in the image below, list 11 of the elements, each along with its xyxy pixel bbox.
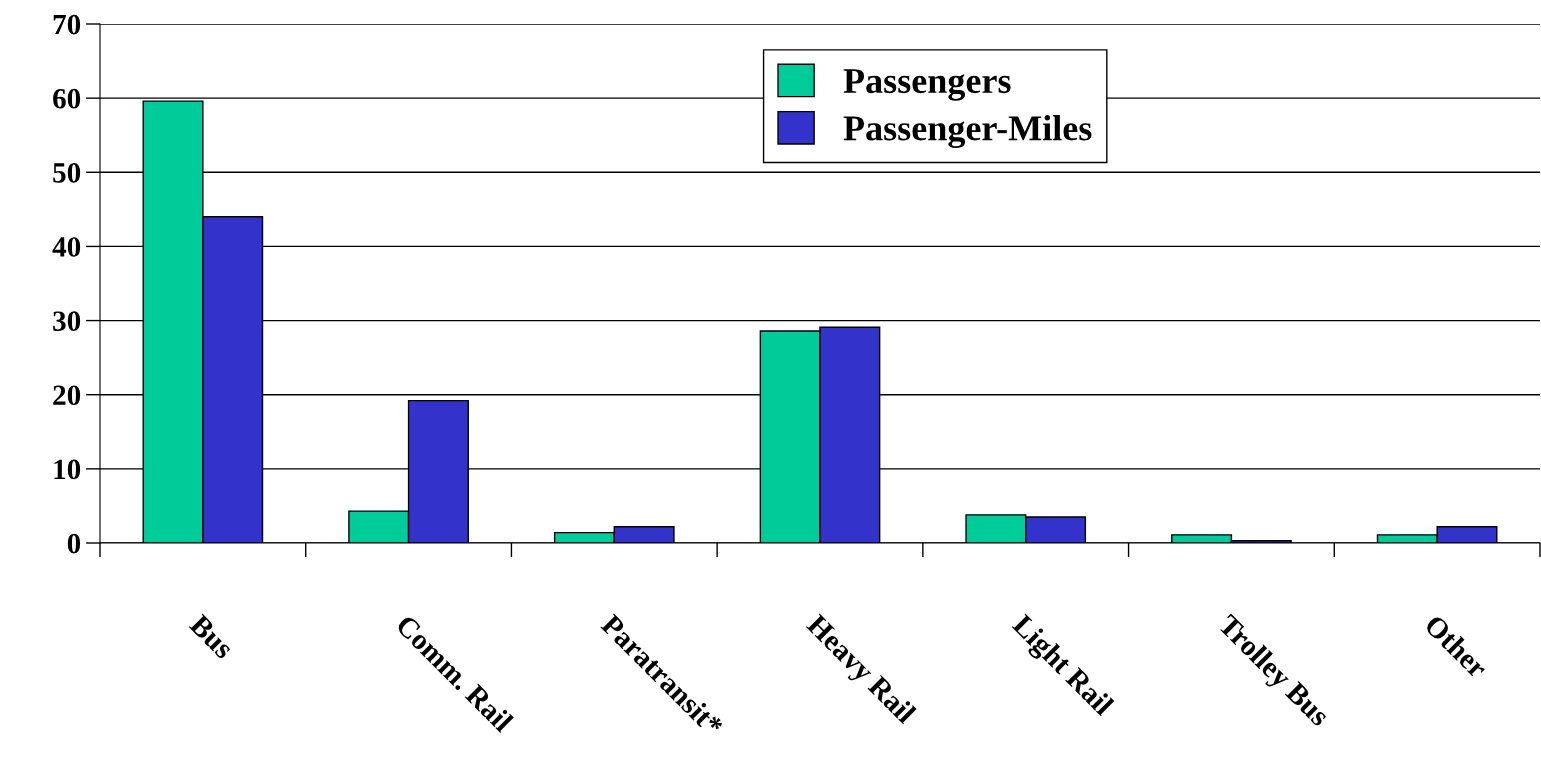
y-tick-label: 0: [67, 533, 81, 554]
legend-label: Passenger-Miles: [843, 115, 1092, 149]
legend-label: Passengers: [843, 69, 1011, 101]
y-tick-label: 20: [53, 385, 81, 406]
y-tick-label: 30: [53, 311, 81, 331]
y-tick-label: 10: [54, 459, 81, 480]
y-tick-label: 60: [53, 88, 81, 109]
y-tick-label: 50: [53, 163, 81, 183]
y-tick-label: 70: [53, 14, 81, 35]
x-tick-label: Bus: [188, 613, 235, 660]
y-tick-label: 40: [52, 237, 81, 257]
